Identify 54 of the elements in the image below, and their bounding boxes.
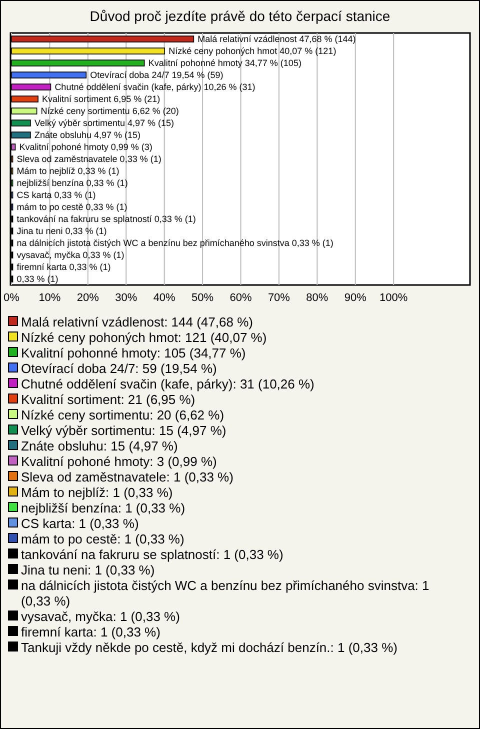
category-label: nejbližší benzína 0,33 % (1) — [16, 178, 128, 188]
text: Kvalitní sortiment: 21 (6,95 %) — [21, 392, 196, 408]
text: CS karta: 1 (0,33 %) — [21, 516, 139, 532]
text: Velký výběr sortimentu: 15 (4,97 %) — [21, 423, 226, 438]
category-label: Znáte obsluhu 4,97 % (15) — [34, 130, 141, 140]
data-label: 0,33 % (1) — [16, 274, 58, 284]
x-tick-label: 10% — [38, 292, 61, 304]
text: Znáte obsluhu: 15 (4,97 %) — [21, 438, 178, 454]
text: na dálnicích jistota čistých WC a benzínu bez přimíchaného svinstva: 1 (0,33 %) — [21, 578, 430, 609]
category-label: tankování na fakruru se splatností 0,33 % (1) — [16, 214, 196, 224]
text: Kvalitní pohonné hmoty: 105 (34,77 %) — [21, 346, 246, 361]
chart-title: Důvod proč jezdíte právě do této čerpací stanice — [90, 8, 390, 24]
text: Tankuji vždy někde po cestě, když mi dochází benzín.: 1 (0,33 %) — [21, 640, 398, 656]
text: Nízké ceny sortimentu: 20 (6,62 %) — [21, 408, 224, 423]
x-tick-label: 60% — [230, 292, 252, 304]
category-label: firemní karta 0,33 % (1) — [16, 262, 111, 272]
category-label: vysavač, myčka 0,33 % (1) — [16, 250, 124, 260]
x-tick-label: 50% — [192, 292, 214, 304]
text: Chutné oddělení svačin (kafe, párky): 31 (10,26 %) — [21, 376, 314, 392]
text: Jina tu neni: 1 (0,33 %) — [21, 562, 155, 578]
text: Kvalitní pohoné hmoty: 3 (0,99 %) — [21, 454, 217, 470]
category-label: Sleva od zaměstnavatele 0,33 % (1) — [16, 154, 162, 164]
text: Mám to nejblíž: 1 (0,33 %) — [21, 485, 173, 500]
text: firemní karta: 1 (0,33 %) — [21, 624, 160, 640]
category-label: Kvalitní sortiment 6,95 % (21) — [42, 94, 160, 104]
category-label: Chutné oddělení svačin (kafe, párky) 10,26 % (31) — [54, 82, 256, 92]
text: Otevírací doba 24/7: 59 (19,54 %) — [21, 361, 217, 376]
x-tick-label: 0% — [4, 292, 20, 304]
category-label: na dálnicích jistota čistých WC a benzínu bez přimíchaného svinstva 0,33 % (1) — [16, 238, 334, 248]
category-label: Nízké ceny sortimentu 6,62 % (20) — [40, 106, 179, 116]
x-tick-label: 80% — [306, 292, 328, 304]
category-label: Malá relativní vzádlenost 47,68 % (144) — [198, 34, 356, 44]
text: Nízké ceny pohoných hmot: 121 (40,07 %) — [21, 330, 267, 346]
category-label: CS karta 0,33 % (1) — [16, 190, 96, 200]
x-tick-label: 70% — [268, 292, 290, 304]
x-tick-label: 40% — [153, 292, 176, 304]
category-label: Nízké ceny pohoných hmot 40,07 % (121) — [168, 46, 336, 56]
text: nejbližší benzína: 1 (0,33 %) — [21, 500, 186, 516]
text: Malá relativní vzádlenost: 144 (47,68 %) — [21, 314, 253, 330]
x-tick-label: 30% — [115, 292, 138, 304]
x-tick-label: 20% — [76, 292, 100, 304]
text: mám to po cestě: 1 (0,33 %) — [21, 532, 184, 547]
category-label: Otevírací doba 24/7 19,54 % (59) — [90, 70, 224, 80]
category-label: Kvalitní pohoné hmoty 0,99 % (3) — [19, 142, 152, 152]
category-label: Jina tu neni 0,33 % (1) — [16, 226, 107, 236]
x-tick-label: 90% — [344, 292, 367, 304]
category-label: mám to po cestě 0,33 % (1) — [16, 202, 128, 212]
x-tick-label: 100% — [380, 292, 408, 304]
text: tankování na fakruru se splatností: 1 (0,33 %) — [21, 547, 284, 562]
category-label: Velký výběr sortimentu 4,97 % (15) — [34, 118, 174, 128]
category-label: Kvalitní pohonné hmoty 34,77 % (105) — [148, 58, 302, 68]
text: Sleva od zaměstnavatele: 1 (0,33 %) — [21, 470, 234, 485]
text: vysavač, myčka: 1 (0,33 %) — [21, 609, 180, 624]
category-label: Mám to nejblíž 0,33 % (1) — [16, 166, 120, 176]
